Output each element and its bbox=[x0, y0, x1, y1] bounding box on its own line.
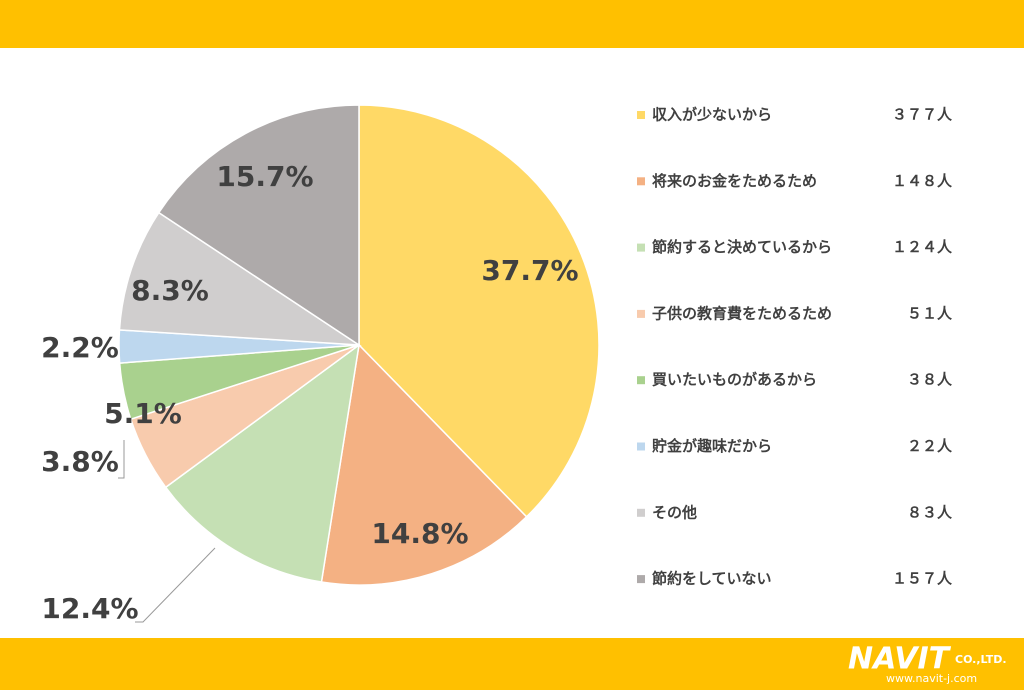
legend-count: ８３人 bbox=[907, 503, 953, 521]
legend-count: ３８人 bbox=[907, 371, 953, 389]
pie-slice bbox=[157, 104, 360, 347]
legend-label: 節約をしていない bbox=[652, 570, 772, 588]
data-label: 15.7% bbox=[216, 160, 313, 193]
legend-count: ５１人 bbox=[907, 304, 953, 322]
leader-line bbox=[118, 440, 125, 479]
data-label: 2.2% bbox=[41, 331, 119, 364]
legend-label: 将来のお金をためるため bbox=[652, 172, 817, 190]
data-label: 12.4% bbox=[41, 592, 138, 625]
legend-label: その他 bbox=[652, 503, 697, 521]
legend-label: 買いたいものがあるから bbox=[652, 371, 817, 389]
data-label: 8.3% bbox=[131, 274, 209, 307]
legend-count: １５７人 bbox=[892, 570, 953, 588]
header-bar bbox=[0, 0, 1024, 48]
legend-count: １４８人 bbox=[892, 172, 953, 190]
data-label: 14.8% bbox=[371, 517, 468, 550]
data-label: 37.7% bbox=[481, 254, 578, 287]
legend-swatch bbox=[637, 442, 645, 451]
legend-swatch bbox=[637, 309, 645, 318]
url: www.navit-j.com bbox=[886, 672, 977, 685]
logo: NAVIT bbox=[848, 642, 952, 677]
legend-label: 収入が少ないから bbox=[652, 106, 772, 124]
legend-label: 貯金が趣味だから bbox=[652, 437, 772, 455]
data-label: 5.1% bbox=[104, 397, 182, 430]
legend-swatch bbox=[637, 243, 645, 252]
pie-slice bbox=[164, 343, 361, 583]
legend-count: １２４人 bbox=[892, 238, 953, 256]
footer-bar bbox=[0, 638, 1024, 690]
pie-slice bbox=[358, 104, 600, 518]
company: CO.,LTD. bbox=[955, 653, 1007, 666]
legend-count: ３７７人 bbox=[892, 106, 953, 124]
legend-count: ２２人 bbox=[907, 437, 953, 455]
legend-label: 子供の教育費をためるため bbox=[652, 304, 832, 322]
data-label: 3.8% bbox=[41, 445, 119, 478]
legend-swatch bbox=[637, 508, 645, 517]
legend-swatch bbox=[637, 111, 645, 119]
leader-line bbox=[135, 547, 216, 623]
pie-slice bbox=[320, 343, 528, 586]
legend-swatch bbox=[637, 575, 645, 584]
legend-swatch bbox=[637, 177, 645, 186]
pie-slice bbox=[118, 211, 362, 346]
legend-swatch bbox=[637, 376, 645, 385]
legend-label: 節約すると決めているから bbox=[652, 238, 832, 256]
